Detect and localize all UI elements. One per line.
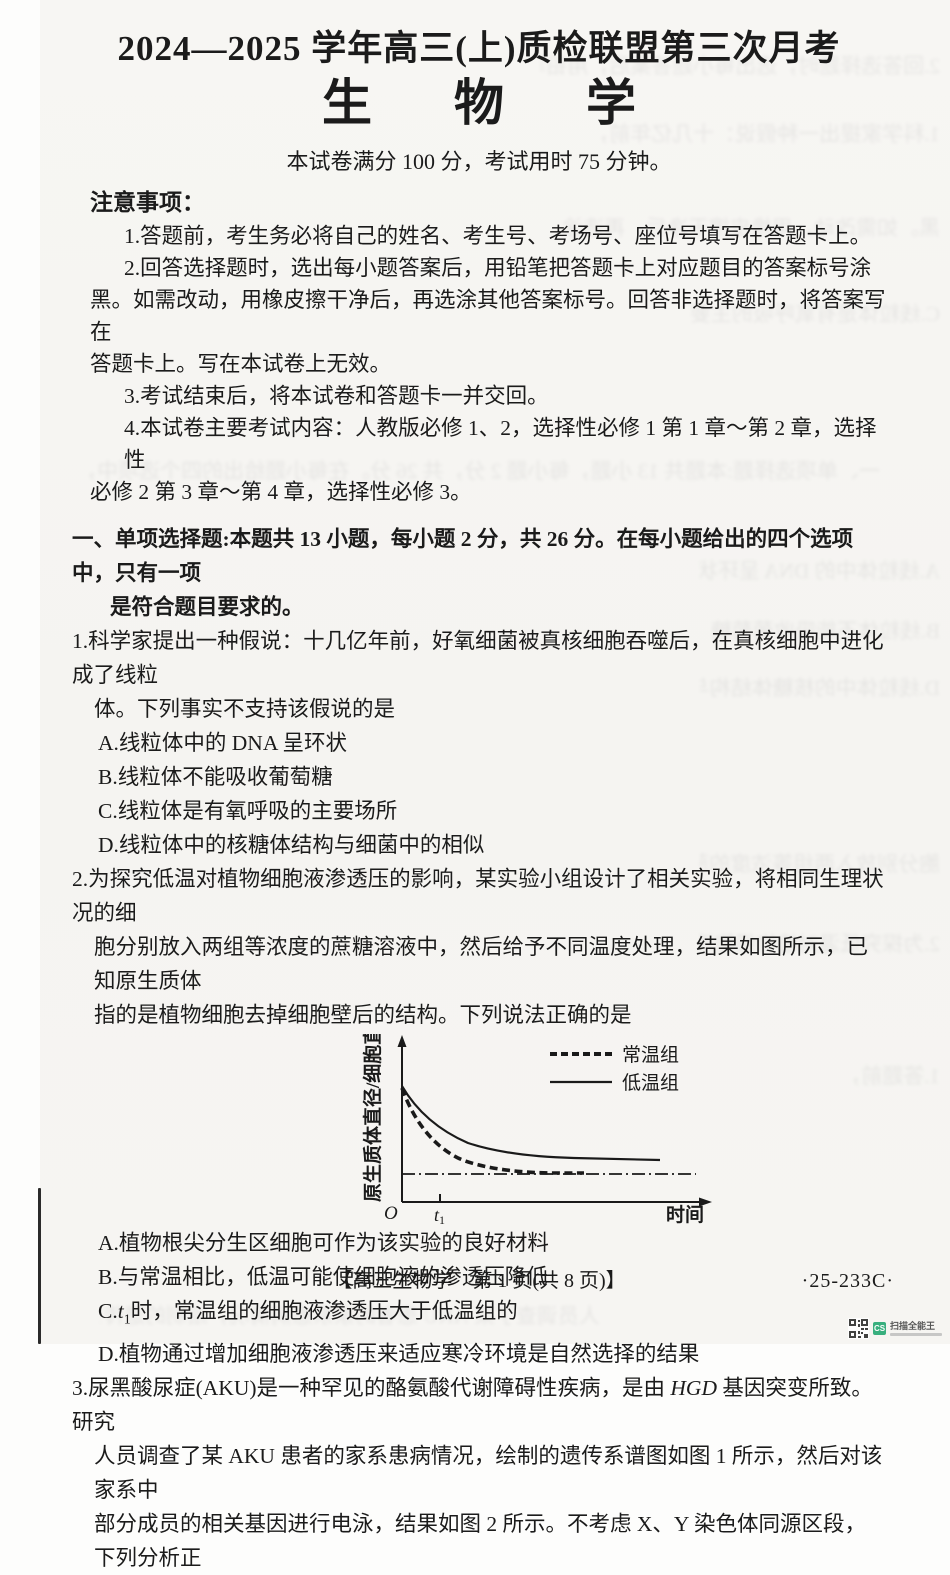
y-axis-arrow-icon — [397, 1035, 407, 1047]
footer-paper-code: ·25-233C· — [801, 1270, 894, 1292]
footer-page-indicator: 【高三生物学 第 1 页(共 8 页)】 — [332, 1270, 626, 1292]
note-line: 答题卡上。写在本试卷上无效。 — [90, 352, 392, 376]
note-line: 黑。如需改动，用橡皮擦干净后，再选涂其他答案标号。回答非选择题时，将答案写在 — [90, 288, 886, 344]
camscanner-name: 扫描全能王 — [890, 1320, 936, 1331]
curve-low-temp-group — [401, 1085, 661, 1162]
scanned-paper-background — [40, 0, 950, 1344]
x-tick-t1-label: t1 — [434, 1205, 445, 1224]
notes-section: 注意事项： 1.答题前，考生务必将自己的姓名、考生号、考场号、座位号填写在答题卡… — [72, 186, 886, 508]
note-line: 必修 2 第 3 章～第 4 章，选择性必修 3。 — [90, 480, 472, 504]
section-1-header: 一、单项选择题:本题共 13 小题，每小题 2 分，共 26 分。在每小题给出的… — [72, 522, 886, 624]
legend-normal-temp-label: 常温组 — [622, 1044, 679, 1066]
curve-normal-temp-group — [400, 1087, 584, 1175]
note-line: 3.考试结束后，将本试卷和答题卡一并交回。 — [124, 384, 549, 408]
question-1-option-b: B.线粒体不能吸收葡萄糖 — [98, 765, 333, 789]
question-2-option-a: A.植物根尖分生区细胞可作为该实验的良好材料 — [98, 1231, 549, 1255]
question-3-text: 部分成员的相关基因进行电泳，结果如图 2 所示。不考虑 X、Y 染色体同源区段，… — [94, 1512, 867, 1571]
note-line: 1.答题前，考生务必将自己的姓名、考生号、考场号、座位号填写在答题卡上。 — [124, 224, 872, 248]
question-1-option-d: D.线粒体中的核糖体结构与细菌中的相似 — [98, 833, 485, 857]
note-line: 4.本试卷主要考试内容：人教版必修 1、2，选择性必修 1 第 1 章～第 2 … — [124, 416, 877, 472]
question-2-text: 2.为探究低温对植物细胞液渗透压的影响，某实验小组设计了相关实验，将相同生理状况… — [72, 867, 884, 925]
protoplast-diameter-chart: 常温组 低温组 O t1 时间 原生质体直径/细胞直径 — [361, 1007, 712, 1227]
camscanner-tagline-bar — [890, 1332, 942, 1336]
qr-code-icon — [848, 1318, 869, 1339]
scan-page-edge-shadow — [38, 1188, 41, 1344]
x-axis-arrow-icon — [699, 1197, 712, 1207]
note-line: 2.回答选择题时，选出每小题答案后，用铅笔把答题卡上对应题目的答案标号涂 — [124, 256, 872, 280]
camscanner-logo-icon: CS — [873, 1322, 886, 1335]
question-1-text: 体。下列事实不支持该假说的是 — [94, 697, 396, 721]
question-2-option-c: C.t1时，常温组的细胞液渗透压大于低温组的 — [98, 1299, 518, 1328]
question-2-text: 胞分别放入两组等浓度的蔗糖溶液中，然后给予不同温度处理，结果如图所示，已知原生质… — [94, 935, 869, 993]
subject-title: 生物学 — [322, 75, 718, 131]
question-3: 3.尿黑酸尿症(AKU)是一种罕见的酪氨酸代谢障碍性疾病，是由 HGD 基因突变… — [72, 1371, 886, 1575]
question-1-option-c: C.线粒体是有氧呼吸的主要场所 — [98, 799, 398, 823]
question-2-figure-chart: 常温组 低温组 O t1 时间 原生质体直径/细胞直径 — [322, 1007, 748, 1227]
camscanner-watermark: CS 扫描全能王 — [848, 1318, 942, 1339]
page-title: 2024—2025 学年高三(上)质检联盟第三次月考 — [117, 29, 841, 68]
camscanner-text: 扫描全能王 — [890, 1320, 942, 1336]
question-1-option-a: A.线粒体中的 DNA 呈环状 — [98, 731, 348, 755]
origin-label: O — [384, 1203, 398, 1224]
question-2-text: 指的是植物细胞去掉细胞壁后的结构。下列说法正确的是 — [94, 1003, 632, 1027]
exam-page-content: 2024—2025 学年高三(上)质检联盟第三次月考 生物学 本试卷满分 100… — [72, 28, 886, 1575]
question-3-text: 人员调查了某 AKU 患者的家系患病情况，绘制的遗传系谱图如图 1 所示，然后对… — [94, 1444, 883, 1503]
question-2-options: A.植物根尖分生区细胞可作为该实验的良好材料 B.与常温相比，低温可能使细胞液的… — [72, 1226, 886, 1371]
question-2-option-b: B.与常温相比，低温可能使细胞液的渗透压降低 — [98, 1265, 548, 1289]
notes-heading: 注意事项： — [90, 190, 205, 215]
x-axis-label: 时间 — [666, 1204, 704, 1224]
legend-low-temp-label: 低温组 — [622, 1072, 679, 1094]
question-2-option-d: D.植物通过增加细胞液渗透压来适应寒冷环境是自然选择的结果 — [98, 1342, 700, 1367]
question-2: 2.为探究低温对植物细胞液渗透压的影响，某实验小组设计了相关实验，将相同生理状况… — [72, 862, 886, 1371]
question-1-text: 1.科学家提出一种假说：十几亿年前，好氧细菌被真核细胞吞噬后，在真核细胞中进化成… — [72, 629, 884, 687]
exam-info-line: 本试卷满分 100 分，考试用时 75 分钟。 — [286, 149, 672, 174]
question-1: 1.科学家提出一种假说：十几亿年前，好氧细菌被真核细胞吞噬后，在真核细胞中进化成… — [72, 624, 886, 862]
section-1-header-line2: 是符合题目要求的。 — [110, 595, 304, 619]
question-3-text: 3.尿黑酸尿症(AKU)是一种罕见的酪氨酸代谢障碍性疾病，是由 HGD 基因突变… — [72, 1376, 873, 1435]
y-axis-label: 原生质体直径/细胞直径 — [361, 1034, 384, 1202]
section-1-header-line1: 一、单项选择题:本题共 13 小题，每小题 2 分，共 26 分。在每小题给出的… — [72, 527, 854, 585]
